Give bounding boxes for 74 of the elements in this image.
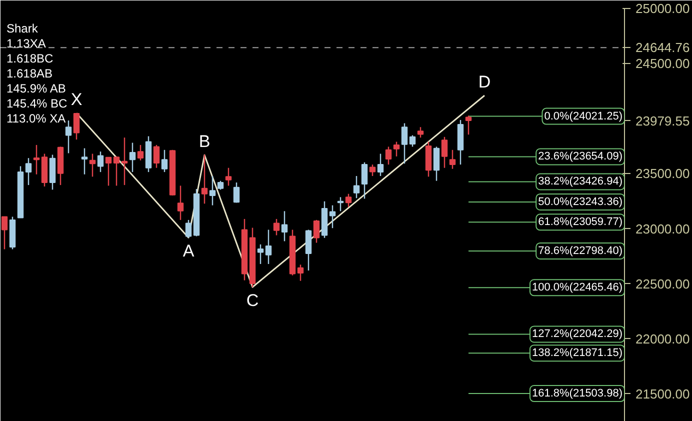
candlestick [353, 175, 360, 199]
ref-line-label: 61.8%(23059.77) [538, 216, 623, 228]
candlestick [225, 167, 232, 186]
candlestick [385, 146, 392, 166]
candlestick [441, 136, 448, 168]
candlestick [89, 153, 96, 178]
ref-line-label: 100.0%(22465.46) [532, 282, 622, 294]
ref-line-label: 161.8%(21503.98) [532, 388, 622, 400]
y-tick-label: 23979.55 [636, 113, 690, 128]
candlestick [393, 141, 400, 158]
candlestick [1, 216, 8, 250]
candlestick [201, 154, 208, 204]
candlestick [361, 162, 368, 200]
candlestick [417, 126, 424, 138]
candlestick [65, 120, 72, 154]
ref-line-label: 38.2%(23426.94) [538, 176, 623, 188]
candlestick [185, 219, 192, 239]
candlestick [209, 175, 216, 206]
y-tick-label: 22000.00 [636, 331, 690, 346]
candlestick [329, 204, 336, 229]
data-label: B [198, 132, 210, 151]
data-label: D [478, 72, 491, 92]
candlestick [121, 136, 128, 186]
candlestick [273, 218, 280, 236]
candlestick [129, 142, 136, 173]
annotation: 1.13XA [6, 36, 46, 50]
annotation: 113.0% XA [6, 112, 66, 126]
ref-line-label: 78.6%(22798.40) [538, 244, 623, 257]
annotation: 1.618BC [6, 52, 54, 66]
candlestick [369, 164, 376, 177]
y-tick-label: 21500.00 [636, 386, 690, 402]
ref-line-label: 127.2%(22042.29) [532, 328, 622, 340]
candlestick [137, 144, 144, 161]
annotation: Shark [6, 22, 39, 36]
candlestick [401, 122, 408, 164]
ref-line-label: 23.6%(23654.09) [538, 150, 623, 163]
ref-line-label: 50.0%(23243.36) [538, 196, 623, 208]
candlestick [33, 144, 40, 175]
candlestick [297, 264, 304, 282]
candlestick [177, 185, 184, 221]
candlestick [97, 150, 104, 173]
candlestick [257, 244, 264, 265]
data-label: A [182, 242, 195, 261]
candlestick [313, 219, 320, 244]
candlestick [81, 148, 88, 175]
candlestick [449, 149, 456, 170]
annotation: 145.4% BC [6, 96, 68, 110]
candlestick [345, 193, 352, 208]
data-label: X [70, 90, 82, 110]
candlestick [433, 146, 440, 182]
data-label: C [246, 291, 259, 310]
y-tick-label: 24500.00 [636, 56, 690, 72]
candlestick [305, 229, 312, 272]
candlestick [113, 156, 120, 186]
y-tick-label: 25000.00 [636, 1, 690, 16]
annotation: 1.618AB [6, 66, 53, 80]
candlestick [265, 229, 272, 265]
candlestick [377, 153, 384, 177]
candlestick [409, 134, 416, 148]
candlestick [233, 182, 240, 204]
candlestick [105, 156, 112, 186]
annotation: 145.9% AB [6, 82, 66, 96]
y-tick-label: 24644.76 [636, 40, 690, 56]
candlestick [161, 149, 168, 173]
candlestick [281, 210, 288, 242]
ref-line-label: 138.2%(21871.15) [532, 347, 622, 360]
candlestick [153, 144, 160, 168]
y-tick-label: 23000.00 [636, 221, 690, 236]
ref-line-label: 0.0%(24021.25) [544, 110, 623, 122]
y-tick-label: 22500.00 [636, 276, 690, 292]
candlestick [73, 112, 80, 140]
candlestick [465, 115, 472, 136]
y-tick-label: 23500.00 [636, 166, 690, 182]
candlestick [25, 157, 32, 186]
